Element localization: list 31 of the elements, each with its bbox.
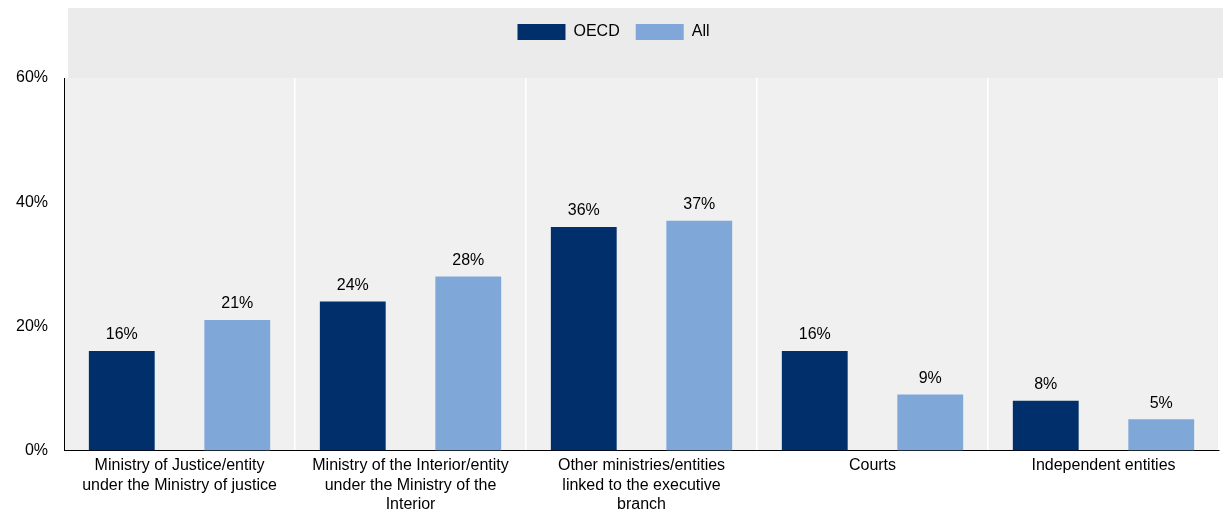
bar: [204, 320, 271, 451]
x-tick-label: Ministry of Justice/entity under the Ministry of justice: [82, 456, 277, 493]
legend-label: OECD: [573, 22, 620, 40]
data-label: 9%: [918, 368, 942, 386]
bar: [1128, 419, 1195, 451]
data-label: 37%: [683, 195, 716, 213]
y-tick-label: 40%: [15, 192, 49, 210]
bar: [1012, 400, 1079, 451]
data-label: 5%: [1149, 393, 1173, 411]
bar: [435, 276, 502, 451]
y-tick-label: 0%: [24, 440, 49, 458]
data-label: 28%: [452, 251, 485, 269]
x-tick-label: Courts: [848, 456, 897, 474]
data-label: 16%: [798, 325, 831, 343]
bar: [781, 351, 848, 451]
x-tick-label: Independent entities: [1031, 456, 1176, 474]
y-tick-label: 20%: [15, 316, 49, 334]
bar: [897, 394, 964, 451]
data-label: 8%: [1034, 375, 1058, 393]
data-label: 36%: [567, 201, 600, 219]
bar: [88, 351, 155, 451]
bar: [550, 226, 617, 451]
x-tick-label: Other ministries/entities linked to the executive branch: [557, 456, 726, 512]
data-label: 24%: [336, 275, 369, 293]
bar: [319, 301, 386, 451]
bar: [666, 220, 733, 451]
legend-label: All: [691, 22, 710, 40]
data-label: 21%: [221, 294, 254, 312]
y-tick-label: 60%: [15, 68, 49, 86]
x-tick-label: Ministry of the Interior/entity under the Ministry of the Interior: [312, 456, 509, 512]
data-label: 16%: [105, 325, 138, 343]
